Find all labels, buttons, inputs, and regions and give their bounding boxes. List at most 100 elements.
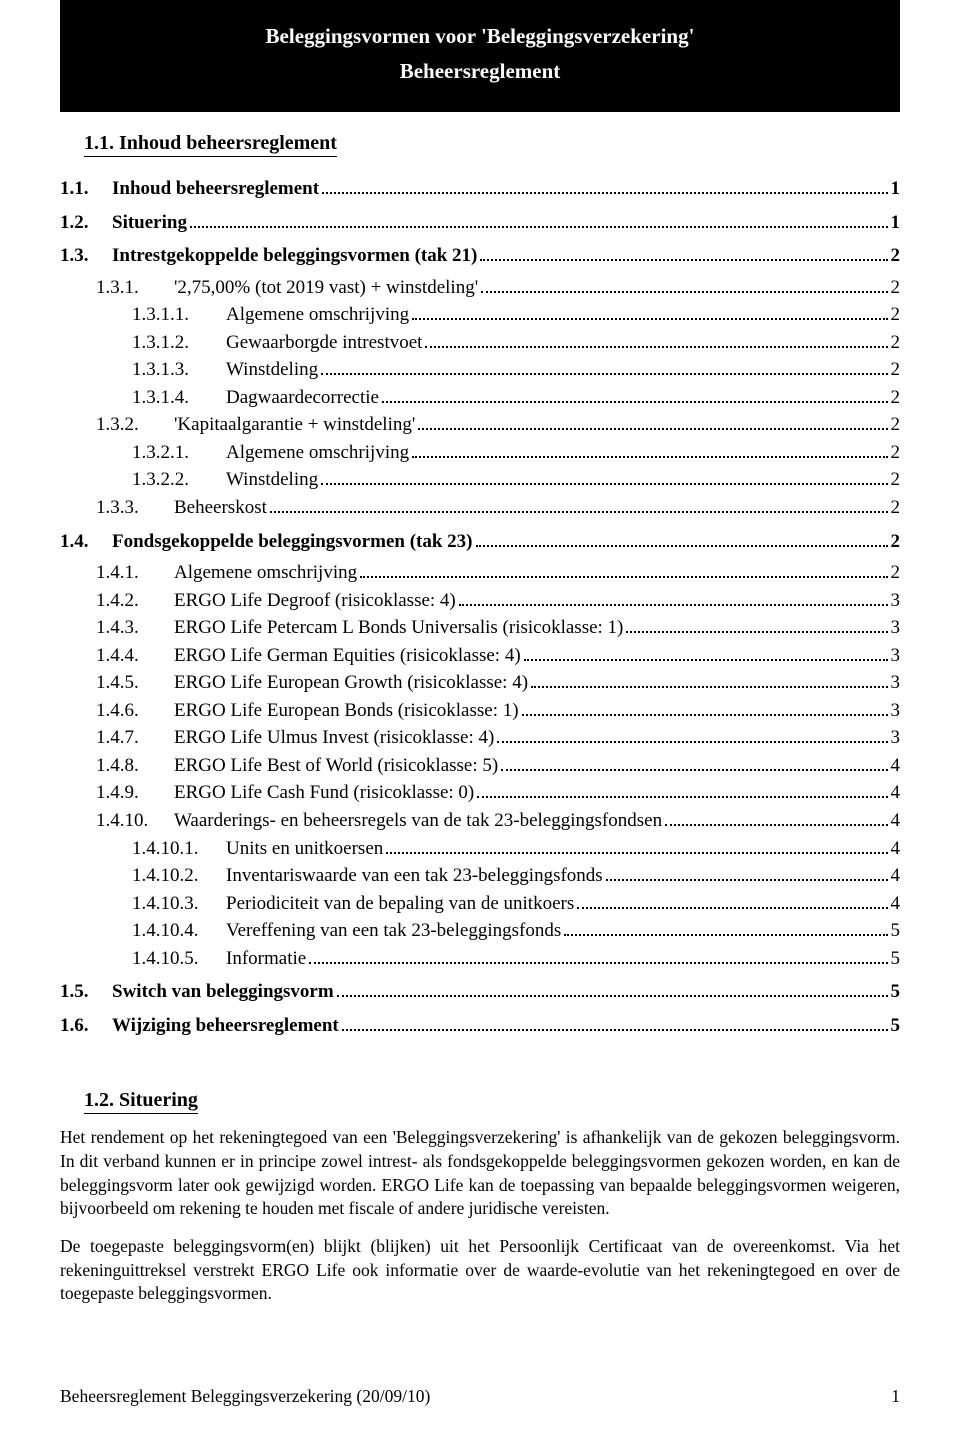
toc-entry-number: 1.4.10. — [96, 807, 174, 835]
section2-heading-wrap: 1.2. Situering — [60, 1089, 900, 1126]
toc-entry[interactable]: 1.4.10.1.Units en unitkoersen4 — [60, 835, 900, 863]
toc-entry[interactable]: 1.4.10.4.Vereffening van een tak 23-bele… — [60, 917, 900, 945]
toc-entry-number: 1.4. — [60, 528, 112, 556]
toc-entry-page: 4 — [891, 779, 901, 807]
toc-entry-number: 1.3.2.1. — [132, 439, 226, 467]
toc-entry-label: Gewaarborgde intrestvoet — [226, 329, 422, 357]
toc-entry[interactable]: 1.4.2.ERGO Life Degroof (risicoklasse: 4… — [60, 587, 900, 615]
toc-entry-page: 3 — [891, 614, 901, 642]
toc-entry-number: 1.3.1.3. — [132, 356, 226, 384]
toc-entry-label: Situering — [112, 209, 187, 237]
toc-entry[interactable]: 1.4.6.ERGO Life European Bonds (risicokl… — [60, 697, 900, 725]
section-situering: 1.2. Situering Het rendement op het reke… — [60, 1089, 900, 1305]
toc-leader-dots — [337, 995, 888, 997]
toc-leader-dots — [481, 291, 887, 293]
toc-entry-number: 1.5. — [60, 978, 112, 1006]
toc-leader-dots — [425, 346, 887, 348]
toc-entry-label: ERGO Life Best of World (risicoklasse: 5… — [174, 752, 498, 780]
header-title-line2: Beheersreglement — [80, 59, 880, 84]
toc-leader-dots — [459, 604, 888, 606]
toc-entry[interactable]: 1.4.10.5.Informatie5 — [60, 945, 900, 973]
toc-entry-page: 3 — [891, 697, 901, 725]
toc-entry[interactable]: 1.4.10.2.Inventariswaarde van een tak 23… — [60, 862, 900, 890]
toc-entry-page: 2 — [891, 559, 901, 587]
toc-entry-number: 1.2. — [60, 209, 112, 237]
toc-entry[interactable]: 1.5.Switch van beleggingsvorm5 — [60, 978, 900, 1006]
toc-entry[interactable]: 1.3.Intrestgekoppelde beleggingsvormen (… — [60, 242, 900, 270]
toc-leader-dots — [564, 934, 887, 936]
section2-paragraph-2: De toegepaste beleggingsvorm(en) blijkt … — [60, 1235, 900, 1306]
toc-entry-label: Wijziging beheersreglement — [112, 1012, 339, 1040]
toc-leader-dots — [606, 879, 888, 881]
toc-entry[interactable]: 1.4.4.ERGO Life German Equities (risicok… — [60, 642, 900, 670]
toc-entry-number: 1.4.10.3. — [132, 890, 226, 918]
toc-entry[interactable]: 1.6.Wijziging beheersreglement 5 — [60, 1012, 900, 1040]
toc-entry-page: 4 — [891, 807, 901, 835]
toc-entry-number: 1.4.3. — [96, 614, 174, 642]
toc-entry-page: 5 — [891, 1012, 901, 1040]
toc-entry[interactable]: 1.4.1.Algemene omschrijving2 — [60, 559, 900, 587]
toc-entry-page: 4 — [891, 752, 901, 780]
toc-entry-number: 1.6. — [60, 1012, 112, 1040]
toc-entry[interactable]: 1.4.Fondsgekoppelde beleggingsvormen (ta… — [60, 528, 900, 556]
toc-entry-number: 1.4.2. — [96, 587, 174, 615]
toc-entry[interactable]: 1.4.5.ERGO Life European Growth (risicok… — [60, 669, 900, 697]
toc-entry[interactable]: 1.3.1.1.Algemene omschrijving2 — [60, 301, 900, 329]
toc-entry-label: Algemene omschrijving — [226, 301, 409, 329]
toc-entry-label: Fondsgekoppelde beleggingsvormen (tak 23… — [112, 528, 473, 556]
toc-entry[interactable]: 1.3.3.Beheerskost2 — [60, 494, 900, 522]
toc-entry-number: 1.4.4. — [96, 642, 174, 670]
toc-entry-label: Algemene omschrijving — [226, 439, 409, 467]
toc-entry[interactable]: 1.3.1.3.Winstdeling2 — [60, 356, 900, 384]
toc-entry-label: ERGO Life Petercam L Bonds Universalis (… — [174, 614, 623, 642]
toc-entry-number: 1.1. — [60, 175, 112, 203]
toc-leader-dots — [270, 511, 888, 513]
toc-entry-number: 1.4.10.4. — [132, 917, 226, 945]
toc-entry-page: 2 — [891, 274, 901, 302]
toc-entry-number: 1.4.6. — [96, 697, 174, 725]
toc-entry[interactable]: 1.3.1.2.Gewaarborgde intrestvoet2 — [60, 329, 900, 357]
toc-entry-label: Waarderings- en beheersregels van de tak… — [174, 807, 662, 835]
toc-entry-page: 2 — [891, 411, 901, 439]
toc-entry-page: 2 — [891, 528, 901, 556]
toc-entry[interactable]: 1.3.1.'2,75,00% (tot 2019 vast) + winstd… — [60, 274, 900, 302]
toc-entry-page: 3 — [891, 669, 901, 697]
toc-entry[interactable]: 1.4.9.ERGO Life Cash Fund (risicoklasse:… — [60, 779, 900, 807]
toc-entry[interactable]: 1.4.10.Waarderings- en beheersregels van… — [60, 807, 900, 835]
toc-entry-number: 1.4.5. — [96, 669, 174, 697]
toc-leader-dots — [342, 1029, 888, 1031]
toc-entry[interactable]: 1.4.8.ERGO Life Best of World (risicokla… — [60, 752, 900, 780]
toc-entry[interactable]: 1.3.1.4.Dagwaardecorrectie2 — [60, 384, 900, 412]
toc-entry-page: 2 — [891, 466, 901, 494]
toc-entry-label: ERGO Life Degroof (risicoklasse: 4) — [174, 587, 456, 615]
toc-entry-page: 4 — [891, 890, 901, 918]
toc-entry-label: Winstdeling — [226, 356, 318, 384]
toc-entry-label: Winstdeling — [226, 466, 318, 494]
toc-entry[interactable]: 1.4.7.ERGO Life Ulmus Invest (risicoklas… — [60, 724, 900, 752]
toc-entry-number: 1.3.1.1. — [132, 301, 226, 329]
toc-entry[interactable]: 1.4.3.ERGO Life Petercam L Bonds Univers… — [60, 614, 900, 642]
header-title-line1: Beleggingsvormen voor 'Beleggingsverzeke… — [80, 24, 880, 49]
toc-entry[interactable]: 1.4.10.3.Periodiciteit van de bepaling v… — [60, 890, 900, 918]
toc-entry-page: 3 — [891, 724, 901, 752]
toc-entry[interactable]: 1.3.2.2.Winstdeling 2 — [60, 466, 900, 494]
toc-entry-number: 1.4.8. — [96, 752, 174, 780]
toc-leader-dots — [321, 483, 887, 485]
toc-leader-dots — [321, 373, 887, 375]
toc-entry-number: 1.3.2. — [96, 411, 174, 439]
toc-entry-label: Informatie — [226, 945, 306, 973]
toc-entry-page: 5 — [891, 978, 901, 1006]
toc-entry[interactable]: 1.3.2.1.Algemene omschrijving 2 — [60, 439, 900, 467]
toc-entry[interactable]: 1.3.2.'Kapitaalgarantie + winstdeling' 2 — [60, 411, 900, 439]
toc-entry-page: 2 — [891, 439, 901, 467]
toc-entry-label: Periodiciteit van de bepaling van de uni… — [226, 890, 574, 918]
toc-entry-number: 1.3.3. — [96, 494, 174, 522]
section2-heading: 1.2. Situering — [84, 1089, 198, 1114]
toc-entry[interactable]: 1.2.Situering1 — [60, 209, 900, 237]
page-footer: Beheersreglement Beleggingsverzekering (… — [0, 1386, 960, 1407]
toc-entry-page: 2 — [891, 242, 901, 270]
toc-entry[interactable]: 1.1.Inhoud beheersreglement1 — [60, 175, 900, 203]
toc-leader-dots — [309, 962, 887, 964]
toc-entry-number: 1.3.2.2. — [132, 466, 226, 494]
toc-entry-label: 'Kapitaalgarantie + winstdeling' — [174, 411, 415, 439]
